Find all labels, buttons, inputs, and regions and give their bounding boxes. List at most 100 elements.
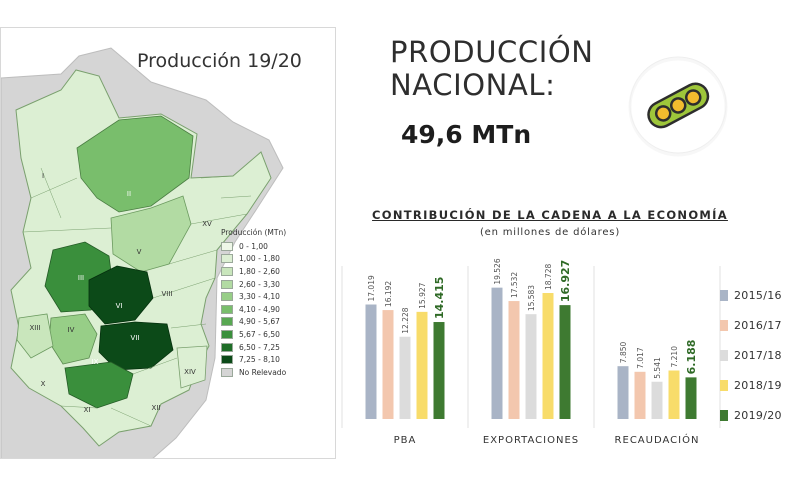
map-title: Producción 19/20 — [137, 50, 302, 72]
map-legend-swatch — [221, 292, 233, 302]
chart-bar — [508, 301, 520, 419]
chart-bar — [634, 371, 646, 419]
contribution-bar-chart: 17.019 16.192 12.228 15.927 14.415 PBA 19.526 1… — [341, 258, 721, 446]
region-label-vii: VII — [131, 334, 140, 342]
chart-bar — [617, 366, 629, 419]
map-region-xiv — [176, 345, 208, 389]
map-region-vi — [88, 265, 154, 325]
chart-bar — [491, 287, 503, 419]
map-legend-swatch — [221, 355, 233, 365]
map-legend-item: 7,25 - 8,10 — [221, 353, 333, 366]
chart-data-label: 6.188 — [685, 340, 698, 375]
map-legend-label: 4,10 - 4,90 — [239, 304, 280, 314]
chart-bar — [559, 305, 571, 419]
region-label-ii: II — [127, 190, 131, 198]
chart-legend-label: 2017/18 — [734, 348, 782, 362]
map-department-lines — [22, 167, 252, 427]
region-label-i: I — [42, 172, 44, 180]
map-legend-swatch — [221, 367, 233, 377]
map-legend-swatch — [221, 342, 233, 352]
map-legend-swatch — [221, 304, 233, 314]
region-label-xii: XII — [152, 404, 161, 412]
map-legend-item: 5,67 - 6,50 — [221, 328, 333, 341]
chart-legend-label: 2018/19 — [734, 379, 782, 393]
chart-data-label: 15.583 — [527, 285, 536, 311]
soybean-pod-icon — [628, 56, 728, 157]
map-legend-label: 6,50 - 7,25 — [239, 342, 280, 352]
chart-legend-swatch — [720, 380, 728, 392]
region-label-xi: XI — [84, 406, 91, 414]
chart-bar — [651, 381, 663, 419]
map-legend-label: 7,25 - 8,10 — [239, 355, 280, 365]
map-legend-item: 2,60 - 3,30 — [221, 278, 333, 291]
chart-legend: 2015/16 2016/17 2017/18 2018/19 2019/20 — [720, 280, 800, 431]
map-region-vii — [98, 321, 174, 371]
chart-data-label: 17.532 — [510, 272, 519, 298]
map-legend-label: 5,67 - 6,50 — [239, 329, 280, 339]
chart-data-label: 7.210 — [670, 346, 679, 368]
chart-data-label: 17.019 — [367, 275, 376, 301]
map-legend-item: 4,90 - 5,67 — [221, 316, 333, 329]
map-legend-label: 3,30 - 4,10 — [239, 292, 280, 302]
chart-bar — [416, 311, 428, 419]
chart-legend-swatch — [720, 289, 728, 301]
map-legend-label: 4,90 - 5,67 — [239, 317, 280, 327]
chart-bar — [525, 314, 537, 419]
production-map-panel: I II III IV V VI VII VIII IX X XI XII XI… — [0, 27, 336, 459]
chart-data-label: 7.017 — [636, 347, 645, 369]
chart-legend-swatch — [720, 349, 728, 361]
chart-data-label: 12.228 — [401, 307, 410, 333]
map-region-ix — [64, 361, 134, 409]
region-label-iii: III — [78, 274, 84, 282]
heading-line-2: NACIONAL: — [390, 68, 556, 102]
map-legend-title: Producción (MTn) — [221, 228, 287, 237]
chart-bar — [433, 322, 445, 419]
map-legend-label: 1,80 - 2,60 — [239, 266, 280, 276]
chart-data-label: 5.541 — [653, 357, 662, 379]
chart-legend-swatch — [720, 319, 728, 331]
chart-category-label: PBA — [394, 435, 417, 446]
region-label-iv: IV — [68, 326, 75, 334]
chart-bar — [685, 377, 697, 419]
heading-line-1: PRODUCCIÓN — [390, 35, 594, 69]
production-map: I II III IV V VI VII VIII IX X XI XII XI… — [1, 47, 284, 458]
region-label-x: X — [41, 380, 46, 388]
chart-legend-item: 2019/20 — [720, 401, 800, 431]
map-legend-item: 1,00 - 1,80 — [221, 253, 333, 266]
chart-category-label: RECAUDACIÓN — [615, 433, 700, 446]
region-label-xiii: XIII — [30, 324, 41, 332]
chart-data-label: 16.927 — [559, 260, 572, 302]
chart-bar — [382, 310, 394, 419]
map-legend-item: 6,50 - 7,25 — [221, 341, 333, 354]
region-label-viii: VIII — [162, 290, 173, 298]
chart-data-label: 19.526 — [493, 258, 502, 284]
map-legend-item: 1,80 - 2,60 — [221, 265, 333, 278]
chart-bar — [542, 293, 554, 419]
map-region-v — [110, 195, 192, 273]
map-legend-swatch — [221, 317, 233, 327]
map-legend-label: No Relevado — [239, 367, 287, 377]
chart-legend-swatch — [720, 410, 728, 422]
chart-subtitle: (en millones de dólares) — [479, 227, 621, 238]
chart-data-label: 18.728 — [544, 264, 553, 290]
region-label-vi: VI — [116, 302, 123, 310]
chart-legend-item: 2018/19 — [720, 371, 800, 401]
chart-bar — [399, 336, 411, 419]
chart-data-label: 15.927 — [418, 282, 427, 308]
chart-legend-label: 2019/20 — [734, 409, 782, 423]
map-region-xiii — [16, 313, 54, 359]
chart-legend-label: 2015/16 — [734, 288, 782, 302]
map-legend: Producción (MTn) 0 - 1,00 1,00 - 1,80 1,80… — [221, 228, 333, 379]
region-label-v: V — [137, 248, 142, 256]
map-legend-swatch — [221, 254, 233, 264]
map-legend-swatch — [221, 266, 233, 276]
chart-bar — [365, 304, 377, 419]
map-legend-swatch — [221, 241, 233, 251]
region-label-ix: IX — [92, 358, 99, 366]
chart-legend-label: 2016/17 — [734, 318, 782, 332]
chart-data-label: 7.850 — [619, 341, 628, 363]
chart-data-label: 14.415 — [433, 277, 446, 319]
map-legend-rows: 0 - 1,00 1,00 - 1,80 1,80 - 2,60 2,60 - 3,3… — [221, 240, 333, 379]
region-label-xv: XV — [202, 220, 212, 228]
chart-category-label: EXPORTACIONES — [483, 435, 579, 446]
